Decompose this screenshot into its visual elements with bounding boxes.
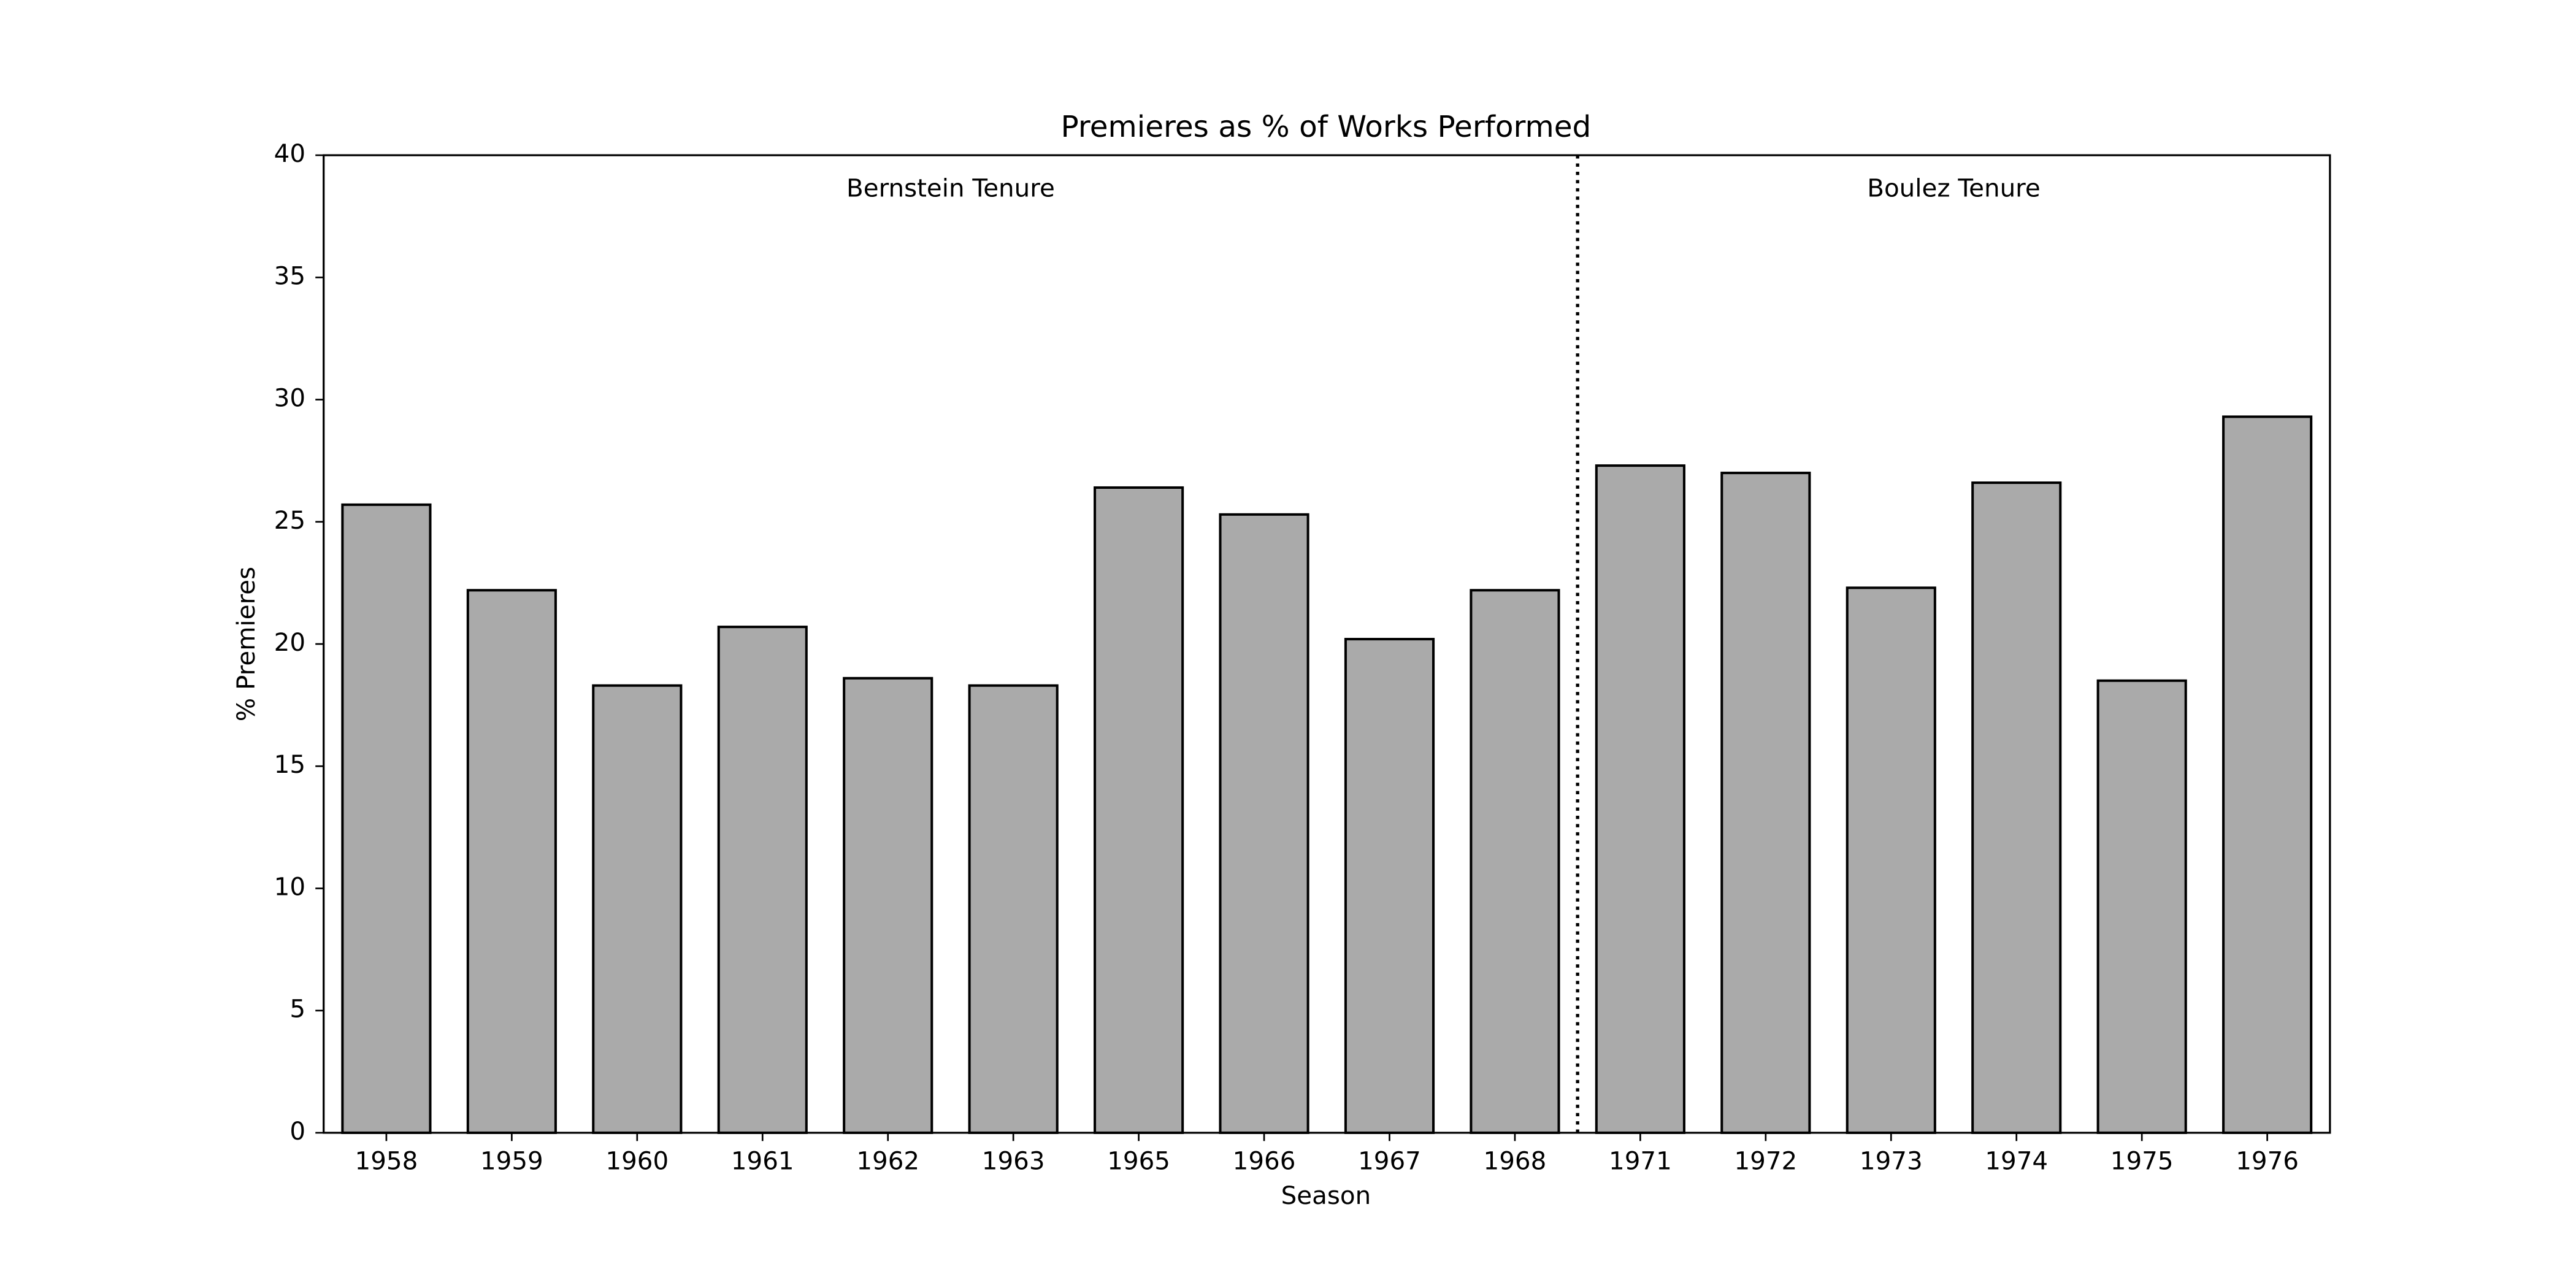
x-tick-label: 1976: [2236, 1146, 2299, 1175]
bar: [341, 503, 432, 1134]
x-tick-label: 1972: [1734, 1146, 1797, 1175]
bar: [2222, 415, 2313, 1134]
x-tick-label: 1974: [1985, 1146, 2048, 1175]
bar: [1971, 481, 2062, 1134]
y-tick-label: 15: [274, 750, 305, 779]
bar: [466, 589, 557, 1134]
x-tick-label: 1963: [982, 1146, 1045, 1175]
bar: [1595, 464, 1685, 1134]
bar: [1846, 586, 1936, 1134]
annotation: Bernstein Tenure: [846, 174, 1055, 203]
x-axis-label: Season: [1281, 1181, 1371, 1210]
annotation: Boulez Tenure: [1867, 174, 2040, 203]
x-tick-label: 1965: [1107, 1146, 1170, 1175]
x-tick-label: 1962: [856, 1146, 919, 1175]
bar: [1470, 589, 1560, 1134]
y-tick-label: 40: [274, 139, 305, 168]
y-tick-label: 25: [274, 506, 305, 535]
bar: [592, 684, 683, 1134]
bar: [968, 684, 1059, 1134]
chart-title: Premieres as % of Works Performed: [1061, 110, 1592, 144]
y-tick-label: 35: [274, 261, 305, 290]
x-tick-label: 1967: [1358, 1146, 1421, 1175]
x-tick-label: 1960: [605, 1146, 669, 1175]
y-tick-label: 0: [289, 1117, 305, 1146]
bar: [1720, 472, 1811, 1134]
bar: [1344, 638, 1435, 1134]
x-tick-label: 1966: [1233, 1146, 1296, 1175]
y-tick-label: 10: [274, 872, 305, 901]
bar: [717, 626, 808, 1134]
y-tick-label: 5: [289, 995, 305, 1024]
bar: [1219, 513, 1309, 1134]
x-tick-label: 1968: [1484, 1146, 1547, 1175]
x-tick-label: 1971: [1609, 1146, 1672, 1175]
x-tick-label: 1973: [1860, 1146, 1923, 1175]
x-tick-label: 1958: [355, 1146, 418, 1175]
bar: [1094, 486, 1184, 1134]
bar: [2096, 679, 2187, 1134]
y-tick-label: 20: [274, 628, 305, 657]
bar: [843, 677, 933, 1134]
x-tick-label: 1975: [2110, 1146, 2174, 1175]
x-tick-label: 1959: [480, 1146, 543, 1175]
x-tick-label: 1961: [731, 1146, 794, 1175]
plot-frame: [323, 154, 2331, 1134]
y-axis-label: % Premieres: [232, 567, 261, 721]
y-tick-label: 30: [274, 384, 305, 413]
